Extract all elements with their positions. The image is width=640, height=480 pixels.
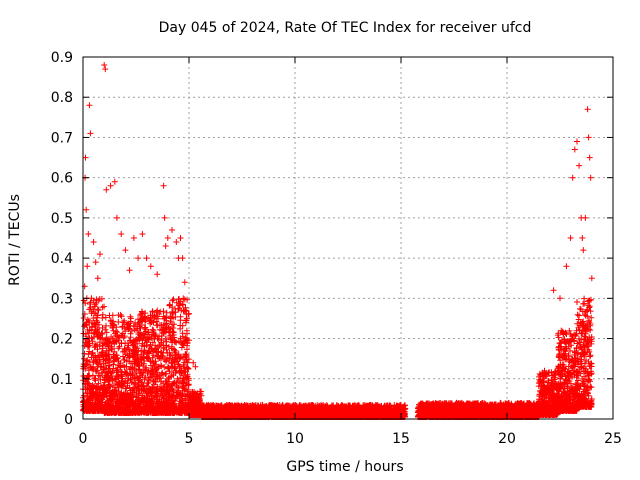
data-point [86, 348, 93, 355]
data-point [111, 348, 118, 355]
data-point [85, 376, 92, 383]
data-point [94, 306, 101, 313]
data-point [115, 319, 122, 325]
data-point [94, 346, 101, 353]
data-point [98, 369, 105, 376]
data-point [94, 329, 101, 336]
data-point [94, 402, 101, 409]
data-point [93, 368, 100, 375]
data-point [90, 330, 97, 337]
data-point [89, 399, 96, 406]
data-point [96, 357, 103, 363]
data-point [94, 363, 101, 370]
data-point [88, 363, 94, 370]
data-point [93, 385, 100, 392]
chart-title: Day 045 of 2024, Rate Of TEC Index for r… [159, 20, 532, 36]
data-point [153, 322, 160, 329]
data-point [110, 361, 117, 368]
data-point [86, 301, 93, 307]
data-point [85, 342, 92, 349]
data-point [83, 336, 90, 343]
data-point [90, 407, 96, 414]
data-point [102, 326, 109, 333]
data-point [103, 329, 110, 336]
data-point [89, 372, 96, 379]
data-point [103, 322, 109, 329]
data-point [84, 373, 91, 379]
grid-lines [83, 57, 613, 419]
data-point [83, 407, 90, 414]
data-point [95, 408, 102, 414]
data-point [130, 322, 137, 329]
data-point [141, 325, 148, 331]
data-point [115, 334, 122, 341]
data-point [92, 310, 99, 317]
data-point [122, 371, 129, 378]
data-point [91, 303, 98, 310]
data-point [118, 383, 125, 390]
data-point [84, 326, 91, 333]
data-point [177, 313, 184, 320]
data-point [121, 356, 127, 363]
data-points [80, 62, 595, 420]
data-point [87, 304, 94, 311]
data-point [84, 316, 91, 323]
data-point [110, 338, 117, 345]
data-point [99, 345, 106, 352]
data-point [102, 314, 109, 321]
data-point [99, 331, 106, 337]
data-point [88, 354, 95, 361]
data-point [101, 303, 107, 310]
data-point [91, 375, 98, 382]
data-point [86, 319, 93, 326]
data-point [95, 307, 102, 314]
data-point [89, 349, 96, 356]
data-point [87, 390, 94, 397]
data-point [95, 372, 102, 379]
data-point [95, 380, 102, 387]
data-point [122, 351, 129, 358]
data-point [113, 324, 120, 331]
data-point [95, 395, 102, 402]
data-point [92, 384, 99, 391]
data-point [94, 328, 101, 335]
data-point [106, 312, 113, 319]
data-point [166, 302, 173, 309]
data-point [83, 390, 90, 396]
data-point [92, 343, 99, 349]
data-point [89, 384, 96, 390]
data-point [81, 397, 87, 404]
data-point [98, 383, 105, 390]
data-point [98, 404, 105, 411]
data-point [92, 391, 99, 398]
data-point [101, 403, 108, 410]
data-point [117, 360, 124, 367]
data-point [94, 319, 101, 325]
data-point [98, 295, 105, 302]
data-point [160, 308, 167, 315]
data-point [81, 323, 88, 330]
data-point [90, 315, 97, 322]
data-point [85, 330, 92, 337]
data-point [85, 367, 92, 374]
data-point [90, 359, 97, 366]
data-point [83, 399, 90, 406]
data-point [88, 335, 95, 341]
data-point [80, 315, 87, 321]
data-point [85, 351, 92, 358]
data-point [116, 333, 123, 340]
data-point [127, 330, 134, 337]
data-point [124, 321, 131, 328]
